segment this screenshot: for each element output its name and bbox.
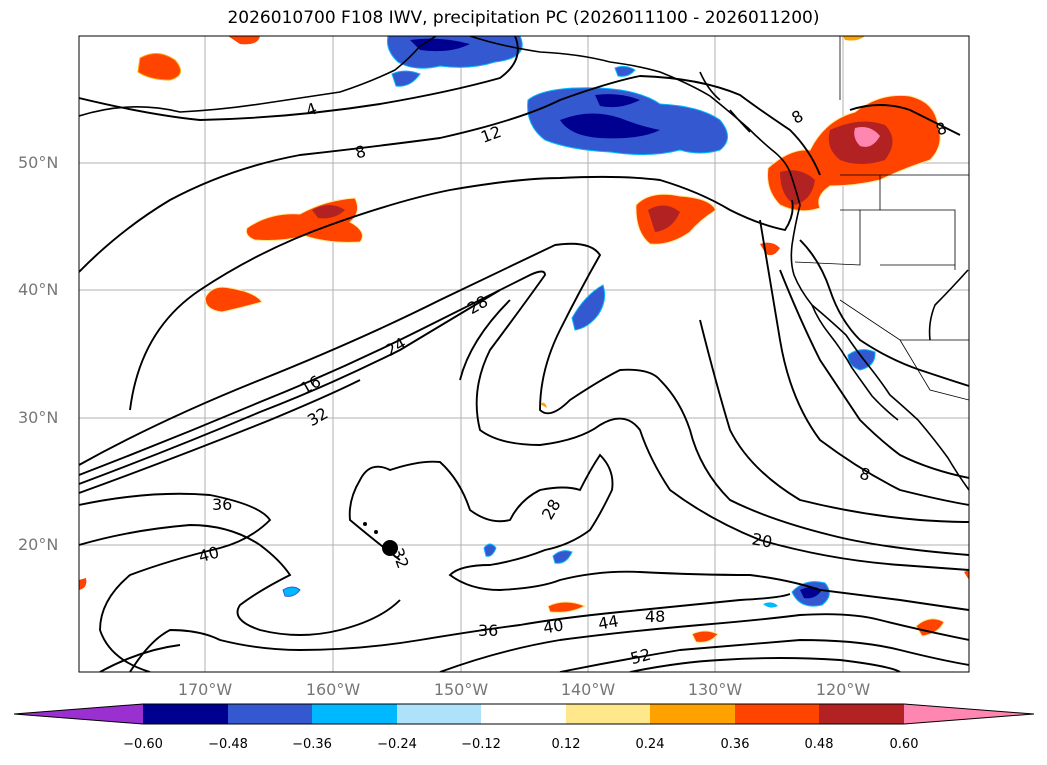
colorbar-swatch — [819, 704, 904, 724]
contour-label: 36 — [478, 621, 498, 640]
colorbar-swatch — [650, 704, 735, 724]
colorbar-swatch — [312, 704, 397, 724]
contour-label: 20 — [750, 529, 773, 551]
colorbar-swatch — [143, 704, 228, 724]
colorbar-extend-low — [14, 704, 143, 724]
contour-label: 44 — [597, 611, 620, 633]
contour-label: 8 — [858, 464, 873, 485]
colorbar-label: −0.12 — [461, 737, 501, 752]
lon-tick-label: 170°W — [177, 680, 233, 699]
colorbar-swatch — [566, 704, 651, 724]
lon-tick-label: 160°W — [305, 680, 361, 699]
colorbar-label: 0.60 — [889, 737, 919, 752]
lat-tick-label: 40°N — [18, 280, 59, 299]
colorbar-label: 0.36 — [720, 737, 750, 752]
map-frame — [78, 35, 970, 673]
political-borders — [794, 36, 969, 401]
colorbar-extend-high — [904, 704, 1034, 724]
colorbar-swatch — [397, 704, 482, 724]
contour-label: 36 — [212, 495, 232, 514]
lon-tick-label: 150°W — [433, 680, 489, 699]
contour-labels: 4 8 12 16 24 28 32 36 40 36 40 44 48 52 … — [197, 99, 950, 668]
colorbar-label: −0.24 — [377, 737, 417, 752]
lat-tick-label: 50°N — [18, 153, 59, 172]
colorbar-label: 0.48 — [804, 737, 834, 752]
colorbar-swatch — [481, 704, 566, 724]
iwv-contours — [79, 36, 969, 672]
contour-label: 48 — [645, 607, 665, 626]
colorbar-swatch — [735, 704, 820, 724]
lat-tick-label: 30°N — [18, 408, 59, 427]
coastlines — [79, 36, 969, 491]
colorbar-label: 0.12 — [551, 737, 581, 752]
contour-label: 40 — [542, 615, 565, 637]
colorbar-label: −0.60 — [123, 737, 163, 752]
lon-tick-label: 120°W — [815, 680, 871, 699]
lon-tick-label: 140°W — [560, 680, 616, 699]
colorbar-swatch — [228, 704, 313, 724]
contour-label: 40 — [197, 543, 222, 567]
map-title: 2026010700 F108 IWV, precipitation PC (2… — [227, 8, 820, 28]
colorbar-label: 0.24 — [635, 737, 665, 752]
lon-tick-label: 130°W — [687, 680, 743, 699]
colorbar — [13, 703, 1035, 725]
contour-label: 8 — [353, 141, 368, 162]
contour-label: 52 — [628, 645, 653, 669]
colorbar-label: −0.48 — [208, 737, 248, 752]
lat-tick-label: 20°N — [18, 535, 59, 554]
precip-anomaly-fills — [79, 36, 969, 643]
colorbar-label: −0.36 — [292, 737, 332, 752]
hawaii-islands — [363, 522, 398, 556]
